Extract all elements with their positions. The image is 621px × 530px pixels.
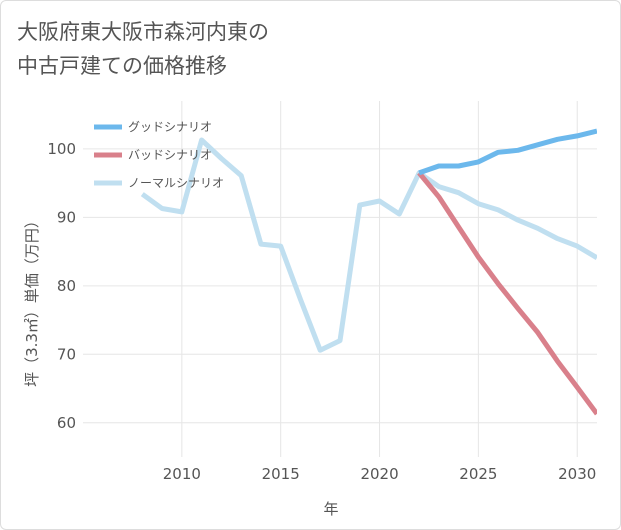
chart-title-line-2: 中古戸建ての価格推移 (17, 54, 227, 78)
x-tick-label: 2015 (262, 465, 300, 483)
y-tick-label: 80 (57, 277, 76, 295)
x-axis-title: 年 (323, 500, 338, 518)
x-tick-label: 2010 (163, 465, 201, 483)
chart-title-line-1: 大阪府東大阪市森河内東の (17, 20, 269, 44)
legend-label-1: バッドシナリオ (128, 148, 212, 162)
legend-label-0: グッドシナリオ (128, 120, 212, 134)
series-lines (140, 128, 597, 416)
plot-area (83, 101, 597, 457)
legend-label-2: ノーマルシナリオ (128, 176, 224, 190)
y-tick-label: 60 (57, 414, 76, 432)
x-tick-label: 2030 (558, 465, 596, 483)
x-tick-label: 2020 (360, 465, 398, 483)
y-axis-title: 坪（3.3㎡）単価（万円） (23, 213, 41, 387)
y-tick-label: 70 (57, 345, 76, 363)
series-line-0 (418, 128, 597, 176)
series-line-2 (140, 137, 597, 353)
y-tick-label: 90 (57, 208, 76, 226)
y-tick-label: 100 (47, 140, 76, 158)
tick-labels: 2010 2015 2020 2025 2030 60 70 80 90 100 (47, 140, 596, 483)
chart-title: 大阪府東大阪市森河内東の 中古戸建ての価格推移 (17, 15, 417, 83)
x-tick-label: 2025 (459, 465, 497, 483)
series-line-1 (417, 171, 597, 416)
